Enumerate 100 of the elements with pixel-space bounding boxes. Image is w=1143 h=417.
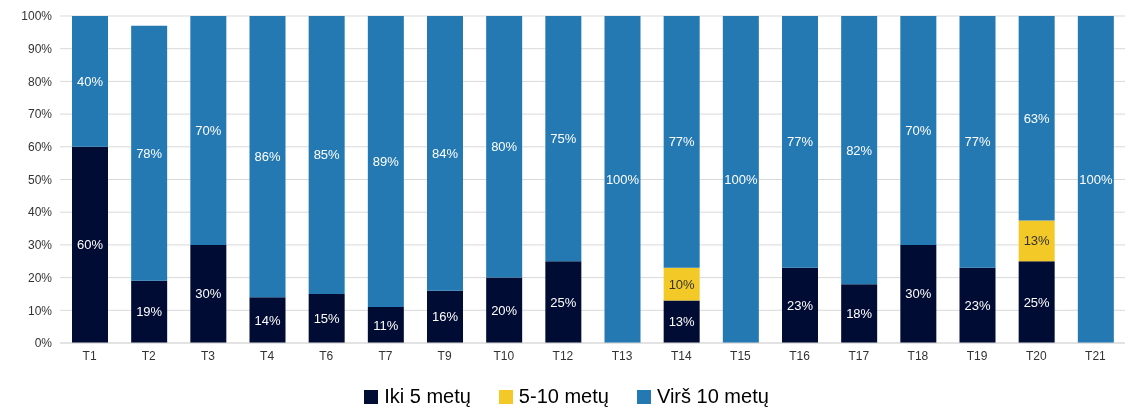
y-tick-label: 20%	[27, 270, 53, 285]
bar	[604, 16, 641, 343]
data-label: 23%	[786, 297, 814, 313]
bar	[131, 280, 168, 343]
bar	[663, 300, 700, 343]
x-tick-label: T9	[437, 348, 452, 363]
bar	[1018, 16, 1055, 221]
data-label: 75%	[550, 131, 577, 147]
data-label: 25%	[550, 294, 577, 310]
data-label: 84%	[431, 145, 459, 161]
data-label: 70%	[195, 122, 222, 138]
bar	[367, 16, 404, 308]
bar	[722, 16, 759, 343]
data-label: 63%	[1023, 110, 1051, 126]
data-label: 23%	[964, 297, 991, 313]
bar	[841, 16, 878, 285]
data-label: 100%	[605, 172, 640, 187]
bar	[663, 16, 700, 268]
data-label: 86%	[254, 149, 281, 165]
bar	[782, 267, 818, 343]
data-label: 13%	[1023, 233, 1051, 249]
data-label: 30%	[195, 286, 222, 302]
x-tick-label: T20	[1025, 348, 1047, 363]
bar	[1018, 220, 1055, 262]
bar	[249, 297, 286, 343]
data-label: 13%	[668, 314, 696, 330]
y-tick-label: 60%	[27, 140, 53, 155]
data-label: 60%	[76, 237, 104, 253]
x-tick-label: T12	[552, 348, 574, 363]
data-label: 70%	[905, 122, 932, 138]
bar	[1077, 16, 1114, 343]
bar	[72, 146, 108, 343]
x-tick-label: T7	[378, 348, 393, 363]
x-tick-label: T1	[82, 348, 97, 363]
x-tick-label: T3	[200, 348, 216, 363]
bar	[308, 293, 345, 343]
y-tick-label: 100%	[21, 9, 53, 24]
data-label: 19%	[136, 304, 163, 320]
x-tick-label: T19	[966, 348, 988, 363]
legend-label: 5-10 metų	[518, 385, 609, 408]
data-label: 82%	[846, 142, 873, 158]
data-label: 11%	[373, 317, 399, 333]
x-tick-label: T15	[730, 348, 752, 363]
y-tick-label: 80%	[27, 74, 53, 89]
data-label: 100%	[724, 172, 758, 187]
y-tick-label: 70%	[27, 107, 53, 122]
data-label: 15%	[313, 310, 341, 326]
bar	[545, 261, 582, 343]
x-tick-label: T6	[319, 348, 334, 363]
data-label: 89%	[372, 154, 400, 170]
bar	[900, 244, 937, 343]
x-tick-label: T18	[907, 348, 929, 363]
y-tick-label: 50%	[27, 172, 53, 187]
bar	[486, 277, 523, 343]
x-tick-label: T17	[848, 348, 870, 363]
data-label: 80%	[491, 139, 518, 155]
data-label: 40%	[76, 73, 104, 89]
x-tick-label: T21	[1085, 348, 1107, 363]
x-tick-label: T13	[611, 348, 633, 363]
y-tick-label: 90%	[27, 41, 53, 56]
bar	[131, 25, 168, 281]
bar	[72, 16, 108, 147]
bar	[427, 290, 463, 343]
y-tick-label: 0%	[34, 336, 53, 351]
bar	[486, 16, 523, 278]
bar	[900, 16, 937, 245]
data-label: 20%	[491, 302, 518, 318]
data-label: 77%	[668, 134, 696, 150]
bar	[959, 267, 996, 343]
data-label: 77%	[786, 134, 814, 150]
data-label: 16%	[431, 309, 459, 325]
bar	[427, 16, 463, 291]
bar	[841, 284, 878, 343]
data-label: 78%	[136, 145, 163, 161]
legend-label: Iki 5 metų	[384, 385, 471, 408]
data-label: 25%	[1023, 294, 1051, 310]
data-label: 77%	[964, 134, 991, 150]
data-label: 100%	[1079, 172, 1113, 187]
data-label: 14%	[254, 312, 281, 328]
y-tick-label: 40%	[27, 205, 53, 220]
data-label: 18%	[846, 306, 873, 322]
legend-label: Virš 10 metų	[656, 385, 769, 408]
x-tick-label: T14	[670, 348, 692, 363]
bar	[190, 16, 227, 245]
x-tick-label: T2	[141, 348, 157, 363]
bar	[1018, 261, 1055, 343]
x-tick-label: T10	[493, 348, 515, 363]
bar	[959, 16, 996, 268]
data-label: 10%	[668, 276, 696, 292]
x-tick-label: T16	[789, 348, 811, 363]
bar	[545, 16, 582, 262]
data-label: 85%	[313, 147, 341, 163]
data-label: 30%	[905, 286, 932, 302]
bar	[308, 16, 345, 294]
y-tick-label: 10%	[27, 303, 53, 318]
bar	[782, 16, 818, 268]
y-tick-label: 30%	[27, 238, 53, 253]
bar	[249, 16, 286, 298]
x-tick-label: T4	[260, 348, 275, 363]
bar	[190, 244, 227, 343]
